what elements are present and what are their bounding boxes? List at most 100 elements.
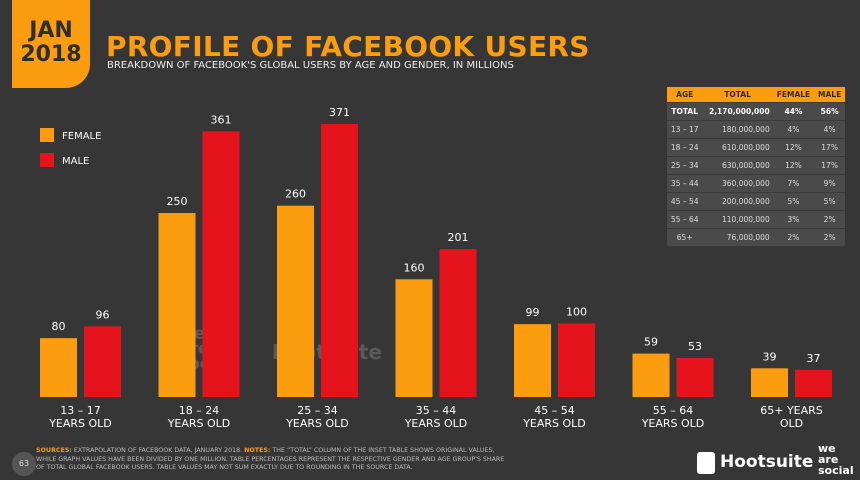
table-row: 25 – 34 630,000,000 12% 17% [667,156,845,175]
legend-label: FEMALE [62,131,101,142]
table-cell: 360,000,000 [702,174,773,193]
table-cell: 610,000,000 [702,138,773,157]
table-cell: 56% [814,102,845,121]
table-row: 35 – 44 360,000,000 7% 9% [667,174,845,193]
table-cell: 4% [814,120,845,139]
table-header: AGE TOTAL FEMALE MALE [667,87,845,103]
badge-month: JAN [29,18,73,43]
table-cell: 180,000,000 [702,120,773,139]
table-cell: 9% [814,174,845,193]
table-cell: 2% [814,210,845,229]
inset-table: AGE TOTAL FEMALE MALE TOTAL 2,170,000,000 44% 5… [667,87,845,247]
value-label: 53 [688,340,702,353]
table-cell: 44% [772,102,815,121]
table-cell: 630,000,000 [702,156,773,175]
table-row: 18 – 24 610,000,000 12% 17% [667,138,845,157]
value-label: 80 [52,320,66,333]
table-cell: 17% [814,138,845,157]
table-cell: 65+ [667,228,703,247]
legend-swatch [40,128,54,142]
value-label: 59 [644,336,658,349]
table-cell: 45 – 54 [667,192,703,211]
we-are-social-logo: we are social [818,442,854,477]
table-cell: 3% [772,210,815,229]
page-number: 63 [12,452,36,476]
value-label: 39 [763,350,777,363]
table-cell: TOTAL [667,102,703,121]
table-cell: 18 – 24 [667,138,703,157]
table-cell: 4% [772,120,815,139]
date-badge: JAN 2018 [12,0,90,88]
x-tick-label: 13 – 17 YEARS OLD [49,404,112,430]
chart-subtitle: BREAKDOWN OF FACEBOOK'S GLOBAL USERS BY … [107,60,514,71]
bar [202,131,240,397]
table-cell: 2% [814,228,845,247]
x-tick-label: 25 – 34 YEARS OLD [286,404,349,430]
header-cell: MALE [814,87,845,103]
bar [158,213,196,397]
bar [395,279,433,397]
table-cell: 2,170,000,000 [702,102,773,121]
value-label: 100 [566,305,587,318]
bar [795,369,832,397]
table-row: 65+ 76,000,000 2% 2% [667,228,845,247]
table-cell: 76,000,000 [702,228,773,247]
value-label: 96 [96,308,110,321]
value-label: 37 [807,352,821,365]
table-cell: 2% [772,228,815,247]
table-cell: 200,000,000 [702,192,773,211]
bar [632,353,670,397]
legend-label: MALE [62,156,89,167]
notes-label: NOTES: [244,447,271,454]
bar [277,205,314,397]
table-cell: 12% [772,138,815,157]
table-cell: 25 – 34 [667,156,703,175]
table-cell: 5% [814,192,845,211]
chart-title: PROFILE OF FACEBOOK USERS [106,30,590,63]
table-cell: 35 – 44 [667,174,703,193]
value-label: 250 [167,195,188,208]
notes-text: THE “TOTAL” COLUMN OF THE INSET TABLE SH… [36,447,505,471]
table-cell: 7% [772,174,815,193]
table-cell: 110,000,000 [702,210,773,229]
table-cell: 55 – 64 [667,210,703,229]
table-row: 45 – 54 200,000,000 5% 5% [667,192,845,211]
header-cell: TOTAL [702,87,773,103]
table-row: 13 – 17 180,000,000 4% 4% [667,120,845,139]
sources-label: SOURCES: [36,447,72,454]
table-cell: 12% [772,156,815,175]
legend-swatch [40,153,54,167]
hootsuite-logo: Hootsuite [720,452,814,472]
hootsuite-icon [697,452,715,474]
header-cell: AGE [667,87,703,103]
bar [558,323,595,397]
x-tick-label: 65+ YEARS OLD [760,404,823,430]
x-tick-label: 45 – 54 YEARS OLD [523,404,586,430]
badge-year: 2018 [20,42,82,67]
table-row: TOTAL 2,170,000,000 44% 56% [667,102,845,121]
bar [514,324,551,397]
table-row: 55 – 64 110,000,000 3% 2% [667,210,845,229]
value-label: 371 [329,106,350,119]
value-label: 99 [526,306,540,319]
table-cell: 13 – 17 [667,120,703,139]
bar [676,358,714,397]
bar [751,368,788,397]
sources-text: EXTRAPOLATION OF FACEBOOK DATA, JANUARY … [73,447,243,454]
bar [439,249,477,397]
footer-notes: SOURCES: EXTRAPOLATION OF FACEBOOK DATA,… [36,447,506,473]
x-tick-label: 55 – 64 YEARS OLD [641,404,705,430]
table-cell: 17% [814,156,845,175]
header-cell: FEMALE [772,87,815,103]
value-label: 160 [404,261,425,274]
x-tick-label: 18 – 24 YEARS OLD [167,404,231,430]
value-label: 201 [448,231,469,244]
bar [40,338,77,397]
bar [84,326,121,397]
x-tick-label: 35 – 44 YEARS OLD [404,404,468,430]
value-label: 260 [285,188,306,201]
table-cell: 5% [772,192,815,211]
bar [321,124,358,397]
